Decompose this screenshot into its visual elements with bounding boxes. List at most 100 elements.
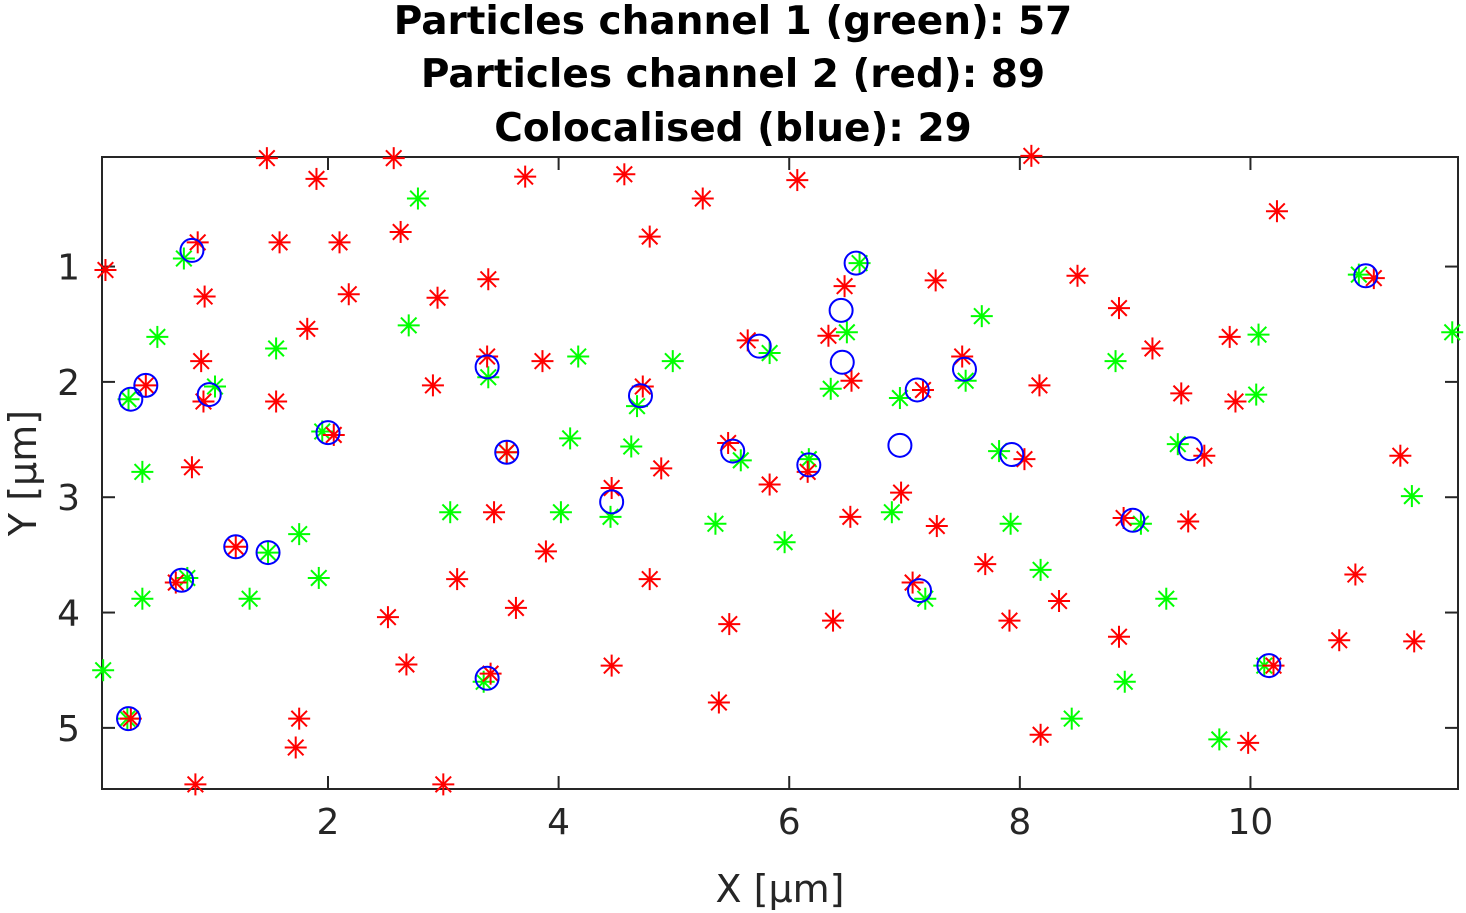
colocalised-circle-marker: [599, 489, 625, 515]
red-particle-marker: [974, 553, 997, 576]
red-particle-marker: [268, 231, 291, 254]
red-particle-marker: [638, 568, 661, 591]
colocalised-circle-marker: [1256, 653, 1282, 679]
green-particle-marker: [439, 501, 462, 524]
colocalised-circle-marker: [627, 383, 653, 409]
red-particle-marker: [822, 609, 845, 632]
colocalised-circle-marker: [118, 386, 144, 412]
green-particle-marker: [238, 587, 261, 610]
y-tick-label: 4: [57, 594, 80, 635]
colocalised-circle-marker: [196, 382, 222, 408]
colocalised-circle-marker: [746, 333, 772, 359]
red-particle-marker: [691, 187, 714, 210]
red-particle-marker: [296, 317, 319, 340]
green-particle-marker: [307, 566, 330, 589]
green-particle-marker: [1400, 485, 1423, 508]
red-particle-marker: [389, 220, 412, 243]
green-particle-marker: [257, 541, 280, 564]
red-particle-marker: [1028, 374, 1051, 397]
red-particle-marker: [476, 345, 499, 368]
red-particle-marker: [1170, 382, 1193, 405]
green-particle-marker: [880, 501, 903, 524]
red-particle-marker: [840, 369, 863, 392]
red-particle-marker: [1328, 629, 1351, 652]
red-particle-marker: [796, 460, 819, 483]
red-particle-marker: [224, 535, 247, 558]
chart-title-line-1: Particles channel 1 (green): 57: [393, 0, 1073, 44]
red-particle-marker: [600, 476, 623, 499]
green-particle-marker: [559, 427, 582, 450]
red-particle-marker: [600, 654, 623, 677]
red-particle-marker: [1237, 731, 1260, 754]
red-particle-marker: [376, 606, 399, 629]
green-particle-marker: [819, 377, 842, 400]
red-particle-marker: [1112, 506, 1135, 529]
y-tick-label: 1: [57, 248, 80, 289]
red-particle-marker: [736, 329, 759, 352]
colocalised-circle-marker: [133, 372, 159, 398]
green-particle-marker: [406, 187, 429, 210]
red-particle-marker: [288, 707, 311, 730]
green-particle-marker: [888, 387, 911, 410]
colocalised-circle-marker: [951, 356, 977, 382]
red-particle-marker: [1344, 563, 1367, 586]
colocalised-circle-marker: [1177, 436, 1203, 462]
red-particle-marker: [186, 231, 209, 254]
red-particle-marker: [421, 374, 444, 397]
red-particle-marker: [190, 350, 213, 373]
colocalised-circle-marker: [1353, 263, 1379, 289]
green-particle-marker: [204, 375, 226, 398]
green-particle-marker: [773, 531, 796, 554]
red-particle-marker: [758, 473, 781, 496]
red-particle-marker: [531, 350, 554, 373]
red-particle-marker: [911, 378, 934, 401]
colocalised-circle-marker: [1120, 507, 1146, 533]
colocalised-circle-marker: [907, 578, 933, 604]
green-particle-marker: [131, 460, 154, 483]
red-particle-marker: [192, 390, 215, 413]
green-particle-marker: [549, 501, 572, 524]
colocalised-circle-marker: [829, 349, 855, 375]
green-particle-marker: [1245, 383, 1268, 406]
colocalised-circle-marker: [999, 442, 1025, 468]
green-particle-marker: [797, 448, 820, 471]
red-particle-marker: [1108, 297, 1130, 320]
red-particle-marker: [180, 456, 203, 479]
red-particle-marker: [514, 165, 537, 188]
green-particle-marker: [1166, 433, 1189, 456]
red-particle-marker: [817, 324, 840, 347]
green-particle-marker: [1113, 670, 1136, 693]
red-particle-marker: [432, 773, 455, 796]
red-particle-marker: [786, 169, 809, 192]
red-particle-marker: [998, 609, 1021, 632]
plot-frame: [101, 156, 1459, 790]
red-particle-marker: [1193, 444, 1216, 467]
x-axis-label: X [μm]: [716, 867, 845, 911]
colocalised-circle-marker: [720, 438, 746, 464]
red-particle-marker: [1224, 390, 1247, 413]
red-particle-marker: [890, 481, 913, 504]
red-particle-marker: [305, 167, 328, 190]
green-particle-marker: [146, 325, 169, 348]
red-particle-marker: [1029, 723, 1052, 746]
green-particle-marker: [117, 388, 140, 411]
colocalised-circle-marker: [116, 706, 142, 732]
red-particle-marker: [1013, 448, 1036, 471]
colocalised-circle-marker: [904, 377, 930, 403]
colocalised-circle-marker: [255, 540, 281, 566]
red-particle-marker: [1141, 337, 1164, 360]
green-particle-marker: [835, 321, 858, 344]
chart-title-line-3: Colocalised (blue): 29: [494, 106, 972, 151]
red-particle-marker: [1066, 264, 1089, 287]
y-axis-label: Y [μm]: [1, 410, 45, 537]
red-particle-marker: [1403, 630, 1426, 653]
red-particle-marker: [1020, 144, 1043, 167]
y-tick-label: 3: [57, 478, 80, 519]
green-particle-marker: [1247, 323, 1270, 346]
red-particle-marker: [833, 275, 856, 298]
green-particle-marker: [1104, 350, 1127, 373]
red-particle-marker: [839, 505, 862, 528]
x-tick-label: 6: [778, 802, 801, 843]
red-particle-marker: [337, 283, 360, 306]
green-particle-marker: [620, 435, 643, 458]
